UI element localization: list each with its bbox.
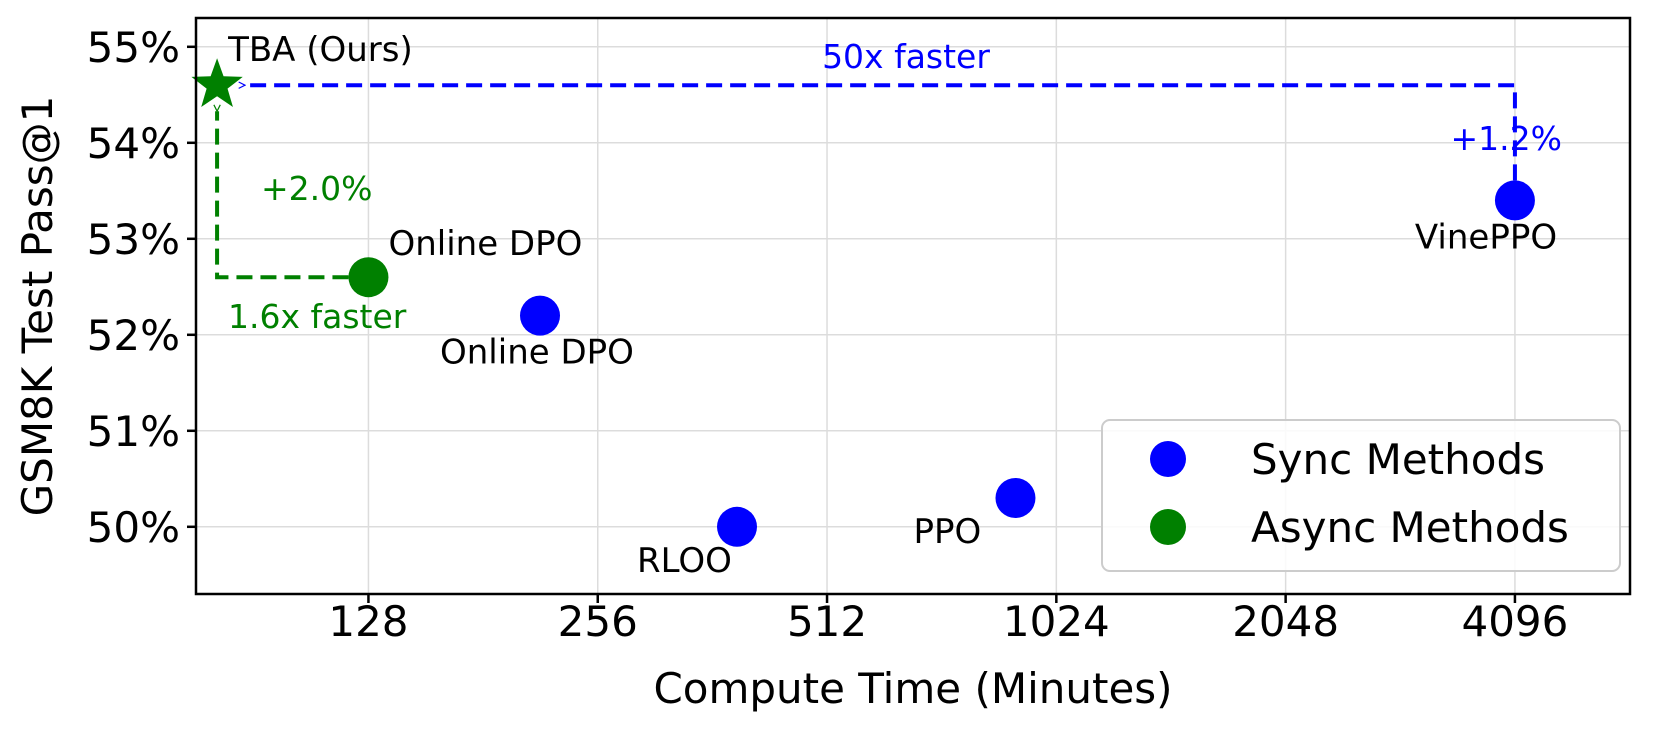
x-tick-label: 512 (787, 597, 867, 646)
x-tick-label: 4096 (1461, 597, 1568, 646)
y-tick-label: 50% (87, 503, 180, 552)
data-point-rloo (717, 506, 758, 547)
y-tick-label: 52% (87, 311, 180, 360)
x-axis-ticks: 128 256 512 1024 2048 4096 (328, 594, 1568, 646)
point-labels: Online DPO RLOO PPO VinePPO Online DPO TBA (O… (227, 30, 1557, 581)
plot-frame (194, 16, 1632, 596)
speedup-arrow-async (217, 111, 349, 280)
legend-box (1101, 419, 1621, 572)
annotations: 50x faster +1.2% +2.0% 1.6x faster (217, 37, 1562, 336)
point-label: VinePPO (1415, 217, 1557, 257)
annotation-1-6x-faster: 1.6x faster (228, 297, 407, 336)
point-label: Online DPO (440, 333, 634, 373)
x-tick-label: 256 (558, 597, 638, 646)
y-axis-title: GSM8K Test Pass@1 (13, 96, 62, 517)
highlight-label: TBA (Ours) (227, 30, 413, 70)
data-point-tba-star (191, 58, 243, 108)
y-tick-label: 54% (87, 119, 180, 168)
point-label: PPO (913, 512, 981, 552)
point-label: Online DPO (388, 224, 582, 264)
annotation-plus-1-2: +1.2% (1451, 119, 1563, 158)
data-points (191, 58, 1535, 547)
legend-label-sync: Sync Methods (1251, 435, 1545, 484)
legend-marker-sync (1150, 441, 1186, 477)
y-tick-label: 53% (87, 215, 180, 264)
data-point-online-dpo (348, 257, 389, 298)
annotation-plus-2-0: +2.0% (261, 169, 373, 208)
data-point-ppo (995, 478, 1036, 518)
x-tick-label: 128 (328, 597, 408, 646)
data-point-vineppo (1494, 180, 1535, 221)
y-axis-ticks: 50% 51% 52% 53% 54% 55% (87, 23, 196, 552)
legend-marker-async (1150, 509, 1186, 545)
x-axis-title: Compute Time (Minutes) (653, 664, 1172, 713)
legend-label-async: Async Methods (1251, 503, 1569, 552)
annotation-50x-faster: 50x faster (822, 37, 990, 76)
speedup-arrow-sync (245, 85, 1517, 181)
y-tick-label: 51% (87, 407, 180, 456)
point-label: RLOO (637, 541, 732, 581)
x-tick-label: 1024 (1003, 597, 1110, 646)
x-tick-label: 2048 (1232, 597, 1339, 646)
legend: Sync Methods Async Methods (1101, 419, 1621, 572)
data-point-online-dpo (520, 295, 561, 336)
y-tick-label: 55% (87, 23, 180, 72)
